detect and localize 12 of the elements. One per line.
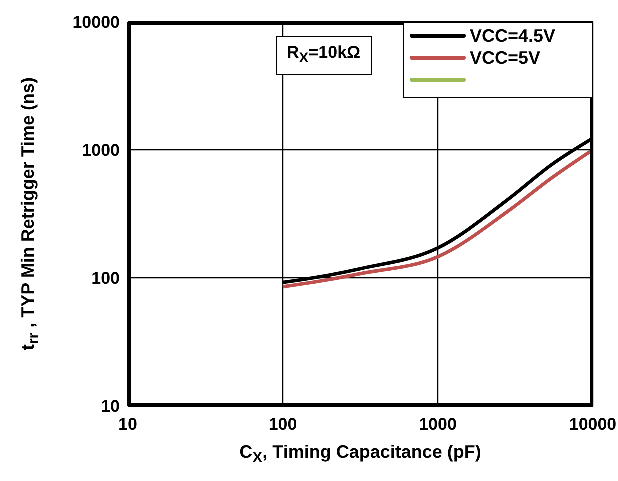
x-tick-label: 10000 [569, 415, 617, 434]
annotation: R$_{X}$=10kΩ [276, 36, 372, 76]
legend-label: VCC=4.5V [470, 26, 556, 46]
x-axis-title: C$_{X}$, Timing Capacitance (pF) [238, 442, 482, 467]
y-tick-label: 1000 [82, 141, 120, 160]
legend-label: VCC=5V [470, 48, 541, 68]
y-tick-label: 10 [101, 397, 120, 416]
y-tick-label: 10000 [72, 13, 120, 32]
x-tick-label: 100 [268, 415, 298, 434]
y-tick-label: 100 [92, 269, 120, 288]
x-tick-label: 10 [118, 415, 138, 434]
x-tick-label: 1000 [419, 415, 457, 434]
